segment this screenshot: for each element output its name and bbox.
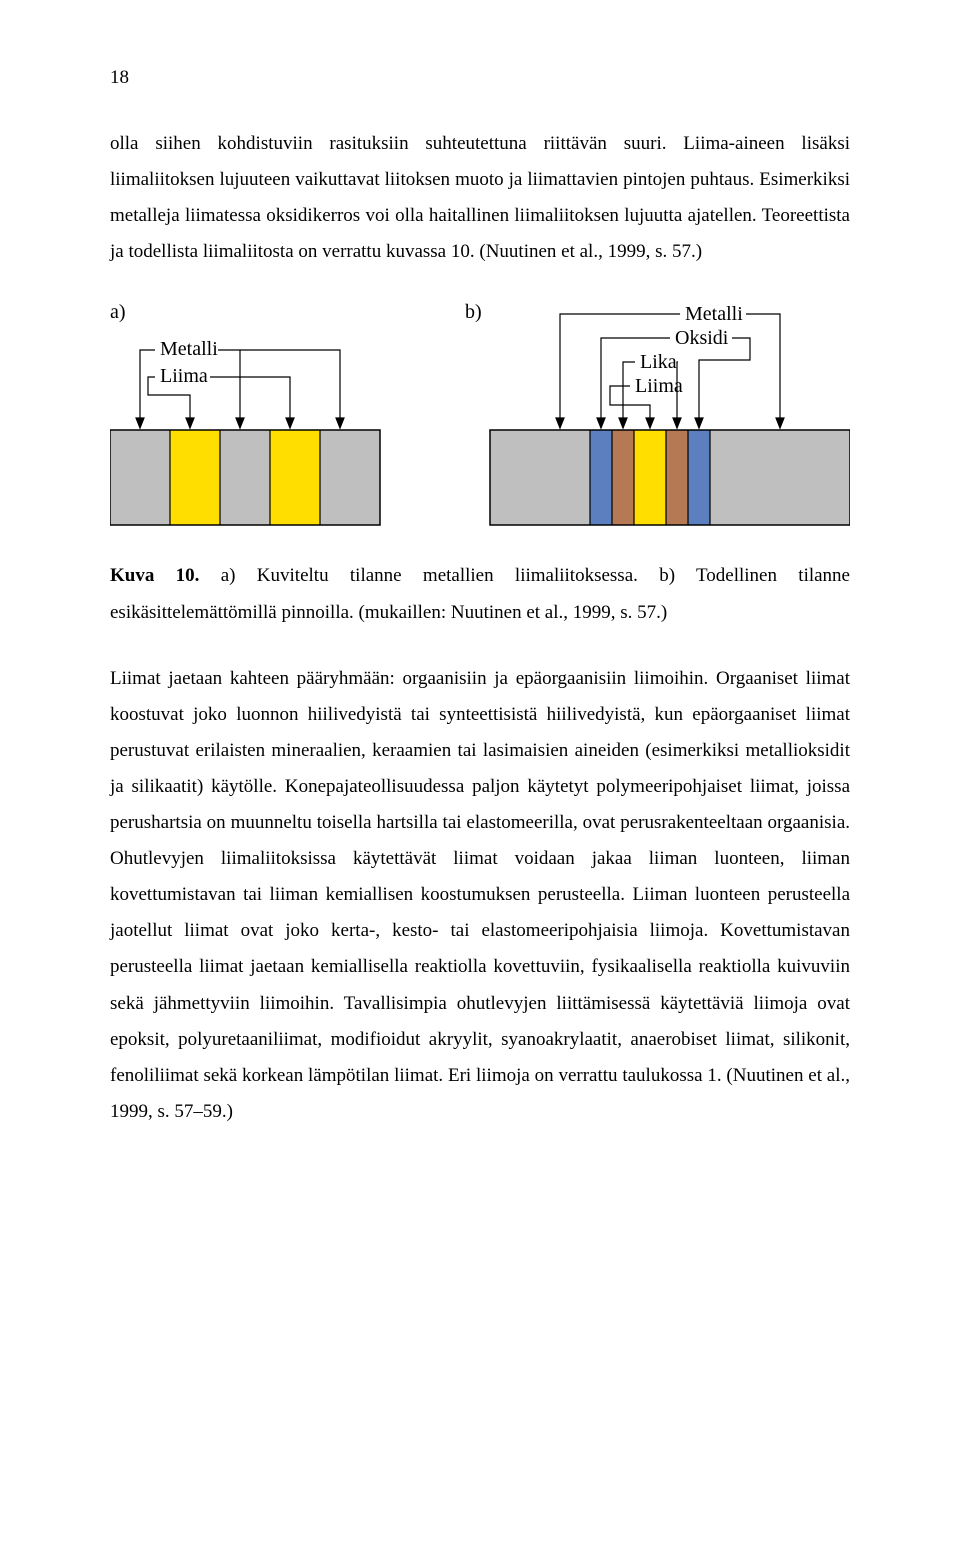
fig-b-label: b) (465, 301, 482, 323)
paragraph-2: Liimat jaetaan kahteen pääryhmään: orgaa… (110, 661, 850, 1130)
fig-a-liima: Liima (160, 365, 208, 387)
paragraph-1: olla siihen kohdistuviin rasituksiin suh… (110, 126, 850, 270)
figure-10: a) Metalli Liima (110, 300, 850, 530)
fig-b-oksidi: Oksidi (675, 327, 729, 349)
fig-b-liima: Liima (635, 375, 683, 397)
fig-b-lika: Lika (640, 351, 677, 373)
fig-a-label: a) (110, 301, 126, 323)
fig-a-metalli: Metalli (160, 338, 218, 360)
fig-b-metalli: Metalli (685, 303, 743, 325)
fig-a-band (110, 430, 380, 525)
fig-b-band (490, 430, 850, 525)
page-number: 18 (110, 60, 850, 96)
caption-bold: Kuva 10. (110, 565, 199, 586)
figure-caption: Kuva 10. a) Kuviteltu tilanne metallien … (110, 558, 850, 630)
caption-rest: a) Kuviteltu tilanne metallien liimaliit… (110, 565, 850, 622)
